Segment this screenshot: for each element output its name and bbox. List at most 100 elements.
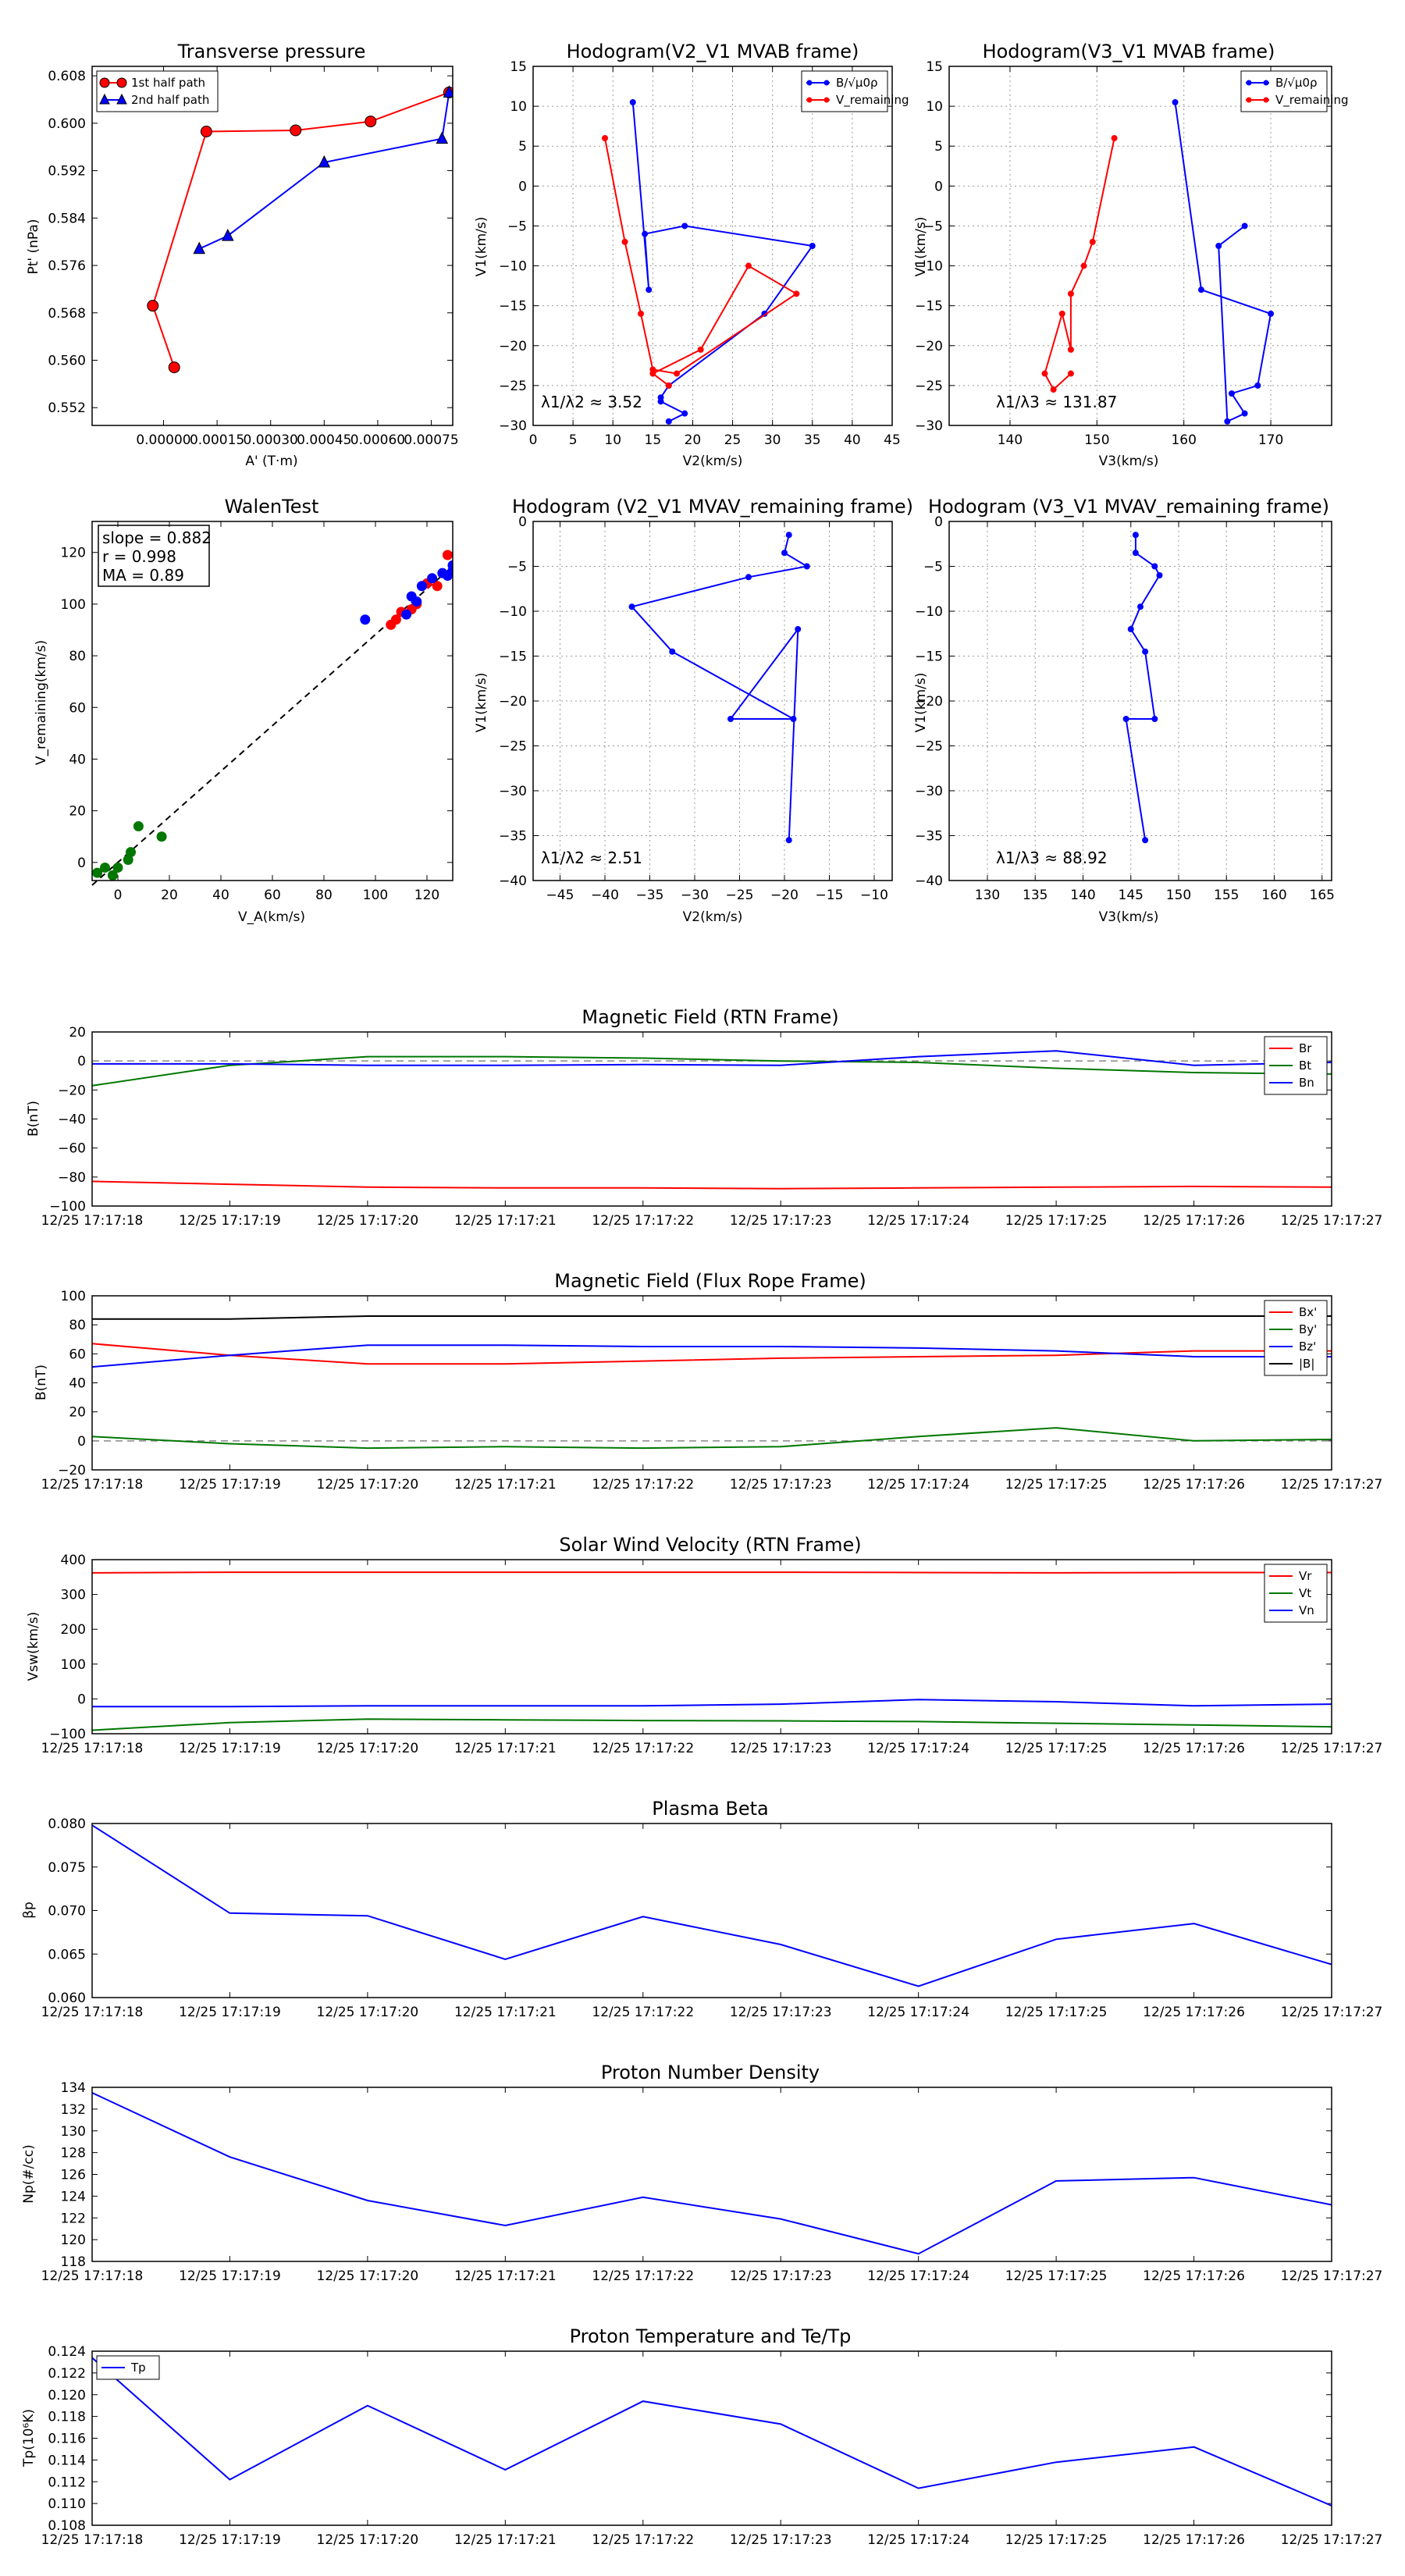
y-tick-label: −25 [915,379,943,394]
data-point [1151,716,1158,722]
data-point [681,410,688,417]
legend-marker [823,97,830,103]
series-line [630,535,809,841]
panel-walen: 0 20 40 60 80 100 120 0 20 40 60 80 100 120 [61,521,454,903]
x-tick-label: −25 [726,888,754,903]
data-point [781,550,788,557]
x-tick-label: 40 [212,888,229,903]
data-point [1041,370,1048,377]
legend-label: B/√μ0ρ [1275,76,1318,90]
data-point [443,85,453,98]
x-tick-label: 0 [529,432,538,448]
y-tick-label: 0 [934,179,943,194]
data-point [669,648,676,655]
x-tick-label: 12/25 17:17:26 [1143,1741,1245,1756]
data-point [360,614,371,625]
x-tick-label: 12/25 17:17:21 [454,1477,557,1493]
x-tick-label: 140 [998,432,1023,448]
x-tick-label: 40 [844,432,861,448]
x-tick-label: 12/25 17:17:25 [1005,2532,1108,2548]
title-hodogram-v3-v1-mvav: Hodogram (V3_V1 MVAV_remaining frame) [928,496,1329,518]
x-tick-label: 12/25 17:17:24 [867,2005,969,2020]
y-tick-label: −5 [507,219,527,234]
title-solar-wind-velocity: Solar Wind Velocity (RTN Frame) [559,1534,861,1556]
y-tick-label: 0.584 [48,211,86,226]
data-h4 [1122,532,1163,844]
y-tick-label: 0 [518,179,527,194]
y-tick-label: −35 [915,829,943,845]
y-tick-label: 0 [77,1054,86,1069]
y-tick-label: −20 [915,694,943,710]
x-tick-label: −45 [546,888,574,903]
data-point [1156,572,1163,578]
title-transverse-pressure: Transverse pressure [177,41,366,62]
data-point [147,300,159,312]
y-tick-label: 0.065 [48,1947,86,1962]
legend-label: 1st half path [131,76,205,90]
x-tick-label: 12/25 17:17:25 [1005,2268,1108,2284]
legend-marker [1263,97,1269,103]
panel-tpr: 12/25 17:17:18 12/25 17:17:19 12/25 17:17:… [41,2344,1383,2548]
y-tick-label: 400 [61,1553,86,1568]
panel-vsw: 12/25 17:17:18 12/25 17:17:19 12/25 17:17:… [41,1553,1383,1756]
x-tick-label: 150 [1084,432,1109,448]
y-tick-label: −30 [915,784,943,799]
y-tick-label: 118 [61,2254,86,2270]
y-tick-label: 0.112 [48,2475,86,2490]
y-tick-label: 0.608 [48,69,86,84]
legend-box [96,70,219,112]
ylabel-plasma-beta: βp [21,1902,37,1919]
x-tick-label: 12/25 17:17:25 [1005,1477,1108,1493]
ylabel-proton-temperature: Tp(10⁶K) [21,2409,37,2467]
y-tick-label: 0 [518,514,527,530]
y-tick-label: 124 [61,2189,86,2204]
data-point [790,716,797,722]
y-tick-label: 0.080 [48,1816,86,1832]
panel-h4: 130 135 140 145 150 155 160 165 −40 −35 −30 −25 −20 −… [915,514,1335,903]
y-tick-label: 15 [510,59,527,75]
annotation-hodogram-v2-v1-mvav: λ1/λ2 ≈ 2.51 [541,849,642,867]
legend-marker [99,77,110,88]
walen-alfven-mach: MA = 0.89 [102,566,184,585]
data-point [665,382,672,389]
y-tick-label: 0.122 [48,2366,86,2382]
data-point [156,831,167,842]
y-tick-label: −40 [58,1112,86,1128]
ylabel-hodogram-v3-v1-mvav: V1(km/s) [913,673,929,733]
y-tick-label: −25 [915,739,943,755]
data-vsw [92,1571,1332,1731]
x-tick-label: 30 [764,432,781,448]
y-tick-label: 80 [69,649,86,664]
data-point [1137,603,1144,610]
ylabel-transverse-pressure: Pt' (nPa) [26,219,41,275]
x-tick-label: 12/25 17:17:23 [730,2532,832,2548]
title-walen-test: WalenTest [225,496,319,518]
y-tick-label: 128 [61,2146,86,2161]
series-line [92,1344,1332,1368]
x-tick-label: 12/25 17:17:23 [730,2005,832,2020]
y-tick-label: 0.060 [48,1991,86,2006]
x-tick-label: 35 [804,432,821,448]
series-line [92,1718,1332,1731]
y-tick-label: −100 [49,1199,86,1215]
data-point [1241,410,1248,417]
xlabel-hodogram-v2-v1-mvab: V2(km/s) [683,454,743,469]
x-tick-label: 12/25 17:17:19 [179,1741,281,1756]
x-tick-label: 12/25 17:17:18 [41,1213,144,1229]
panel-np: 12/25 17:17:18 12/25 17:17:19 12/25 17:17:… [41,2080,1383,2284]
y-tick-label: 0.116 [48,2432,86,2447]
data-point [1132,532,1139,539]
data-point [785,532,792,539]
y-tick-label: 0.110 [48,2496,86,2512]
y-tick-label: 120 [61,2233,86,2248]
y-tick-label: −30 [499,784,527,799]
x-tick-label: 12/25 17:17:25 [1005,1213,1108,1229]
data-point [727,716,734,722]
y-tick-label: 5 [934,139,943,155]
y-tick-label: 0.600 [48,116,86,132]
data-point [126,847,136,858]
data-point [1089,238,1096,245]
data-point [674,370,680,377]
series-line [92,1050,1332,1066]
